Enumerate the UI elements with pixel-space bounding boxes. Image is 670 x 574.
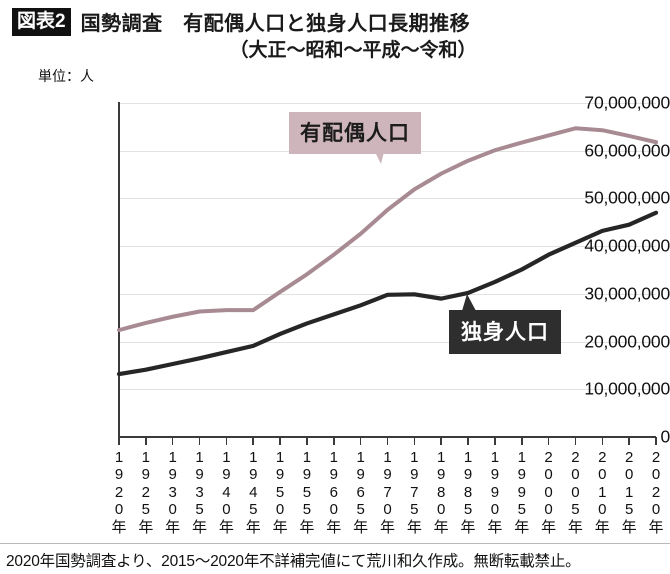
x-axis-tick	[601, 437, 604, 445]
x-axis-tick	[171, 437, 174, 445]
y-axis-tick-label: 70,000,000	[584, 92, 670, 113]
x-axis-tick	[413, 437, 416, 445]
x-axis-tick	[333, 437, 335, 445]
x-axis-tick	[359, 437, 362, 445]
x-axis-tick	[520, 437, 523, 445]
x-axis-tick	[279, 437, 281, 445]
x-axis-tick	[145, 437, 147, 445]
x-axis-tick	[547, 437, 550, 445]
y-axis-tick-label: 30,000,000	[584, 283, 670, 304]
x-axis-tick	[467, 437, 469, 445]
y-axis-tick-label: 50,000,000	[584, 187, 670, 208]
x-axis-tick	[225, 437, 228, 445]
page-title: 国勢調査 有配偶人口と独身人口長期推移	[80, 13, 471, 35]
figure-number-badge: 図表2	[12, 7, 71, 36]
footer-divider	[0, 543, 670, 544]
y-axis-tick-label: 10,000,000	[584, 378, 670, 399]
x-axis-tick	[118, 437, 120, 445]
y-axis-line	[118, 102, 120, 438]
chart-header: 図表2 国勢調査 有配偶人口と独身人口長期推移 （大正〜昭和〜平成〜令和）	[0, 0, 670, 62]
x-axis-tick	[655, 437, 657, 445]
x-axis-tick	[386, 437, 389, 445]
x-axis-tick	[306, 437, 308, 445]
y-axis-unit-label: 単位：人	[38, 68, 94, 84]
y-axis-tick-label: 20,000,000	[584, 331, 670, 352]
annotation-single-population: 独身人口	[449, 310, 561, 354]
annotation-married-pointer	[373, 148, 385, 164]
gridline	[118, 389, 656, 391]
x-axis-tick	[628, 437, 630, 445]
x-axis-tick	[252, 437, 255, 445]
annotation-single-pointer	[462, 294, 476, 311]
source-note: 2020年国勢調査より、2015〜2020年不詳補完値にて荒川和久作成。無断転載…	[6, 553, 581, 570]
page-subtitle: （大正〜昭和〜平成〜令和）	[229, 40, 477, 61]
x-axis-tick	[198, 437, 201, 445]
x-axis-tick	[440, 437, 442, 445]
annotation-married-population: 有配偶人口	[289, 112, 421, 154]
gridline	[118, 103, 656, 104]
y-axis-tick-label: 40,000,000	[584, 235, 670, 256]
x-axis-tick	[574, 437, 577, 445]
y-axis-tick-label: 60,000,000	[584, 140, 670, 161]
title-row: 図表2 国勢調査 有配偶人口と独身人口長期推移	[12, 7, 470, 36]
x-axis-tick	[494, 437, 496, 445]
y-axis-tick-label: 0	[660, 426, 670, 447]
